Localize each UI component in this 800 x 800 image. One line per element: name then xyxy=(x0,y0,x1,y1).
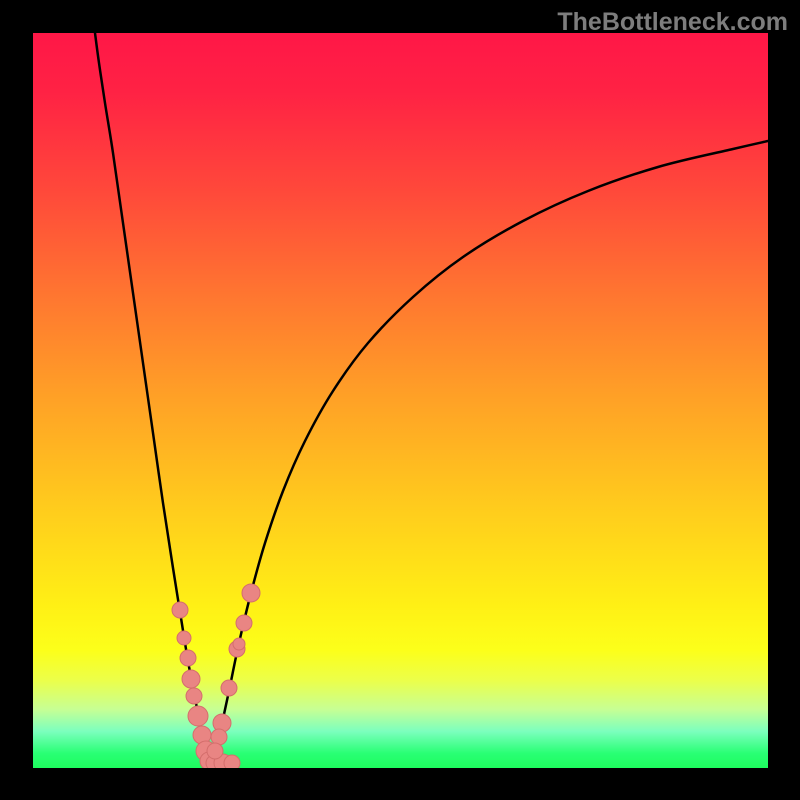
curve-layer xyxy=(33,33,768,768)
watermark-text: TheBottleneck.com xyxy=(557,8,788,37)
data-marker xyxy=(221,680,237,696)
data-marker xyxy=(224,755,240,768)
data-marker xyxy=(236,615,252,631)
chart-frame: TheBottleneck.com xyxy=(0,0,800,800)
data-marker xyxy=(211,729,227,745)
data-marker xyxy=(182,670,200,688)
data-marker xyxy=(188,706,208,726)
data-marker xyxy=(172,602,188,618)
data-marker xyxy=(177,631,191,645)
data-marker xyxy=(186,688,202,704)
data-marker xyxy=(207,743,223,759)
data-marker xyxy=(180,650,196,666)
right-curve xyxy=(211,141,768,767)
plot-area xyxy=(33,33,768,768)
data-marker xyxy=(242,584,260,602)
data-marker xyxy=(233,638,245,650)
